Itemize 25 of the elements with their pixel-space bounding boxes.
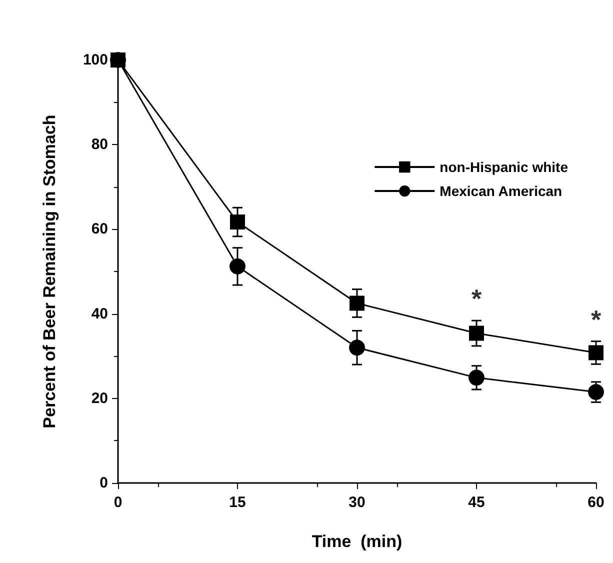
x-tick-label: 60 bbox=[588, 494, 604, 511]
x-axis-title: Time (min) bbox=[312, 532, 402, 551]
y-tick-label: 20 bbox=[91, 390, 108, 407]
point bbox=[349, 340, 365, 356]
point bbox=[350, 296, 364, 311]
x-tick-label: 15 bbox=[229, 494, 246, 511]
x-tick-label: 30 bbox=[348, 494, 366, 511]
legend-label: non-Hispanic white bbox=[440, 159, 568, 175]
point bbox=[588, 345, 604, 360]
y-tick-label: 100 bbox=[82, 52, 108, 68]
point bbox=[469, 326, 484, 341]
x-tick-label: 45 bbox=[468, 494, 485, 511]
y-tick-label: 40 bbox=[91, 305, 108, 322]
annotation: * bbox=[471, 284, 482, 314]
point bbox=[230, 258, 246, 274]
annotation: * bbox=[590, 304, 602, 334]
legend-label: Mexican American bbox=[440, 183, 562, 199]
y-tick-label: 80 bbox=[91, 136, 108, 154]
y-tick-label: 60 bbox=[91, 220, 108, 238]
point bbox=[230, 214, 245, 230]
point bbox=[588, 384, 604, 400]
y-axis-title: Percent of Beer Remaining in Stomach bbox=[40, 114, 59, 428]
x-tick-label: 0 bbox=[114, 494, 122, 511]
y-tick-label: 0 bbox=[100, 474, 108, 492]
point bbox=[468, 370, 484, 386]
